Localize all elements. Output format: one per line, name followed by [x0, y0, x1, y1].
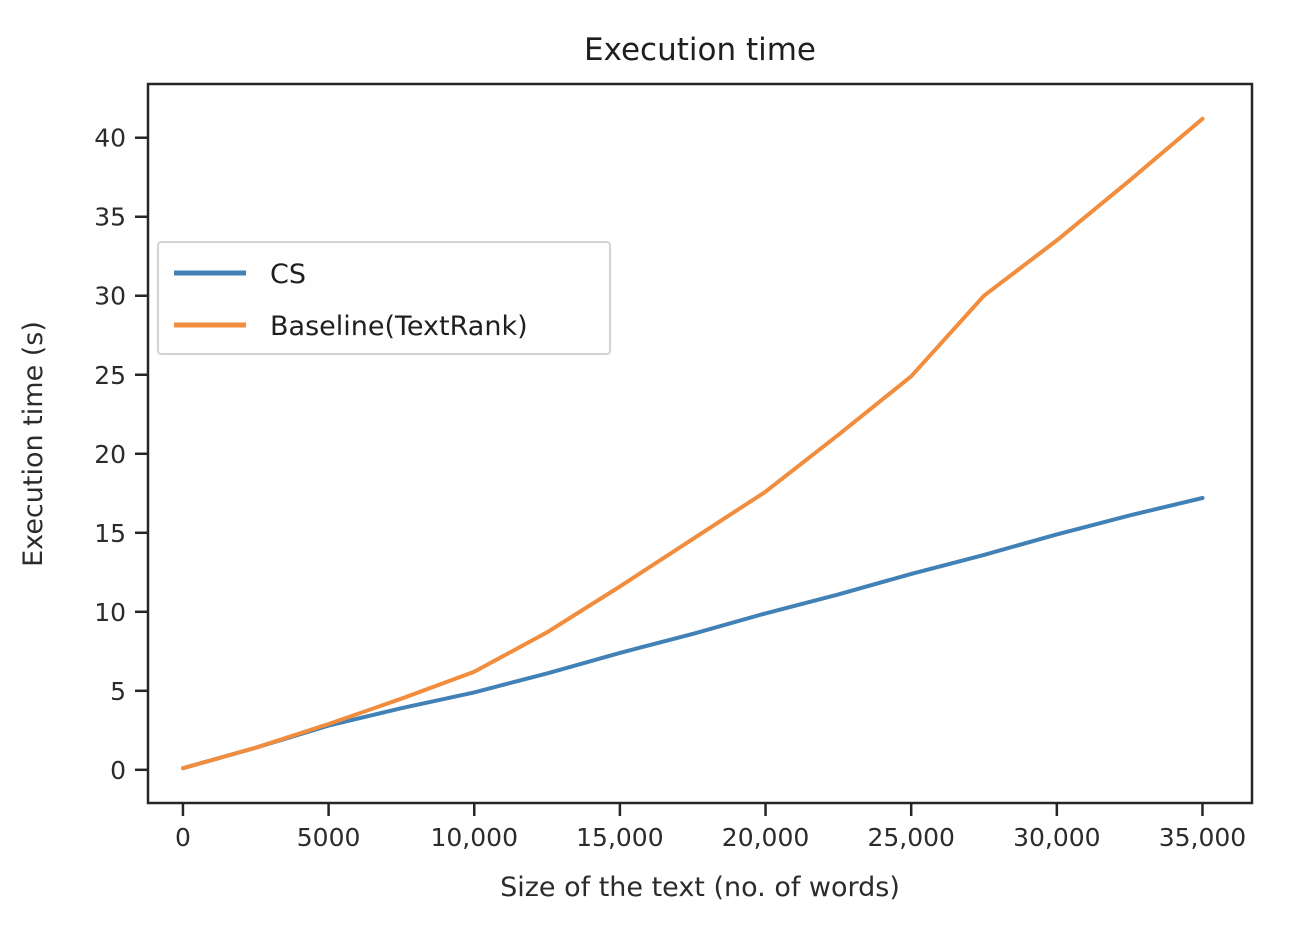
- x-tick-label: 35,000: [1159, 823, 1246, 852]
- series-layer: [181, 116, 1205, 771]
- y-tick-label: 30: [94, 282, 126, 311]
- y-tick-label: 5: [110, 677, 126, 706]
- series-line-cs: [181, 496, 1205, 771]
- legend: CS Baseline(TextRank): [157, 241, 611, 355]
- ticks-layer: 0 5000 10,000 15,000 20,000 25,000 30,000 35,00…: [94, 124, 1246, 852]
- legend-label: CS: [270, 259, 306, 290]
- y-tick-label: 40: [94, 124, 126, 153]
- x-tick-label: 30,000: [1013, 823, 1100, 852]
- y-tick-label: 35: [94, 203, 126, 232]
- x-tick-label: 25,000: [867, 823, 954, 852]
- legend-box: [157, 241, 611, 355]
- y-tick-label: 25: [94, 361, 126, 390]
- x-tick-label: 5000: [297, 823, 361, 852]
- plot-frame: [146, 82, 1254, 805]
- y-tick-label: 0: [110, 756, 126, 785]
- plot-background: [148, 84, 1252, 803]
- x-tick-label: 15,000: [576, 823, 663, 852]
- x-tick-label: 20,000: [722, 823, 809, 852]
- x-tick-label: 10,000: [431, 823, 518, 852]
- x-axis-label: Size of the text (no. of words): [500, 872, 900, 903]
- chart-title: Execution time: [584, 32, 816, 68]
- series-line-baseline-textrank-: [181, 116, 1205, 771]
- legend-label: Baseline(TextRank): [270, 311, 528, 342]
- y-tick-label: 20: [94, 440, 126, 469]
- y-tick-label: 15: [94, 519, 126, 548]
- x-tick-label: 0: [175, 823, 191, 852]
- y-axis-label: Execution time (s): [18, 321, 49, 567]
- y-tick-label: 10: [94, 598, 126, 627]
